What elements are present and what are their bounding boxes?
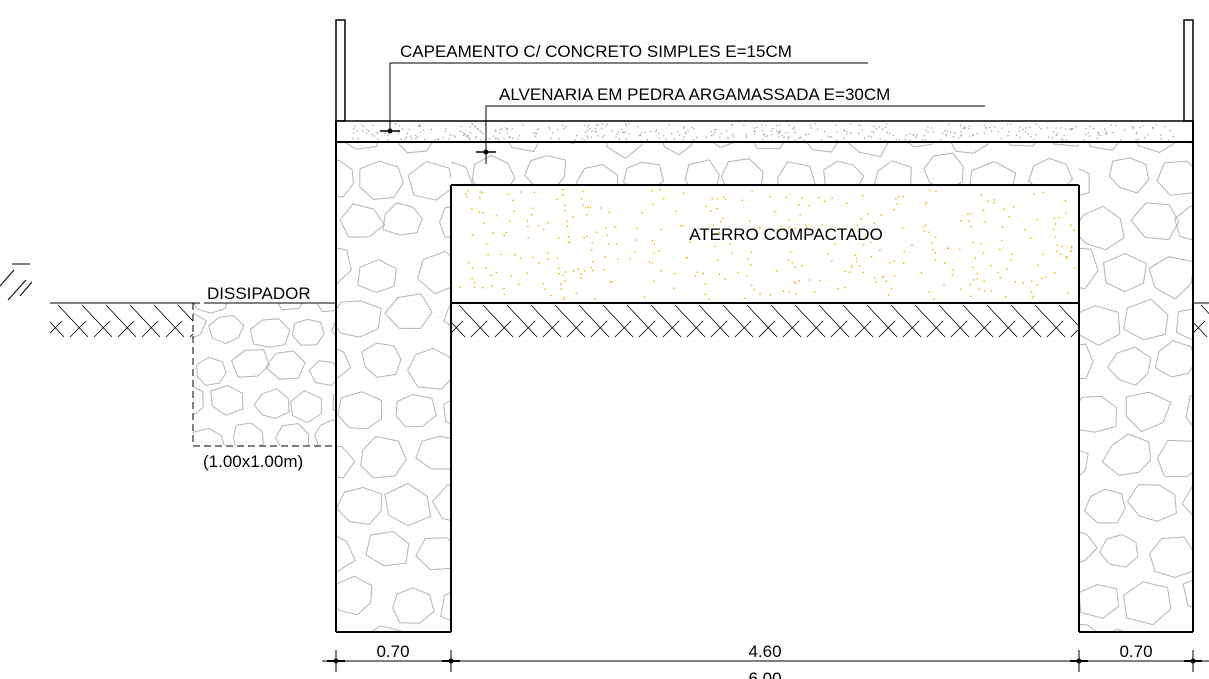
dim-left-wall: 0.70 bbox=[376, 642, 409, 661]
masonry-texture-left bbox=[336, 142, 451, 632]
dissipador-stone-texture bbox=[193, 303, 336, 446]
culvert-outline bbox=[335, 19, 1194, 633]
concrete-cap-texture bbox=[352, 123, 1174, 142]
leader-alvenaria bbox=[476, 105, 985, 164]
label-capeamento: CAPEAMENTO C/ CONCRETO SIMPLES E=15CM bbox=[400, 42, 792, 61]
dim-right-wall: 0.70 bbox=[1119, 642, 1152, 661]
masonry-texture-top bbox=[451, 142, 1079, 185]
dim-total: 6.00 bbox=[748, 669, 781, 679]
masonry-texture-right bbox=[1079, 142, 1193, 632]
label-dissipador-size: (1.00x1.00m) bbox=[203, 452, 303, 471]
label-aterro: ATERRO COMPACTADO bbox=[689, 225, 883, 244]
ground-hatch-right bbox=[1193, 304, 1209, 338]
dissipador-box bbox=[192, 302, 336, 447]
ground-hatch-left bbox=[50, 304, 193, 338]
dimension-line bbox=[322, 650, 1209, 672]
compacted-fill-texture bbox=[459, 189, 1076, 301]
ground-hatch-center bbox=[451, 304, 1079, 338]
slope-symbol bbox=[0, 263, 33, 301]
label-alvenaria: ALVENARIA EM PEDRA ARGAMASSADA E=30CM bbox=[499, 85, 890, 104]
dim-opening: 4.60 bbox=[748, 642, 781, 661]
leader-capeamento bbox=[380, 62, 868, 134]
label-dissipador: DISSIPADOR bbox=[207, 284, 311, 303]
